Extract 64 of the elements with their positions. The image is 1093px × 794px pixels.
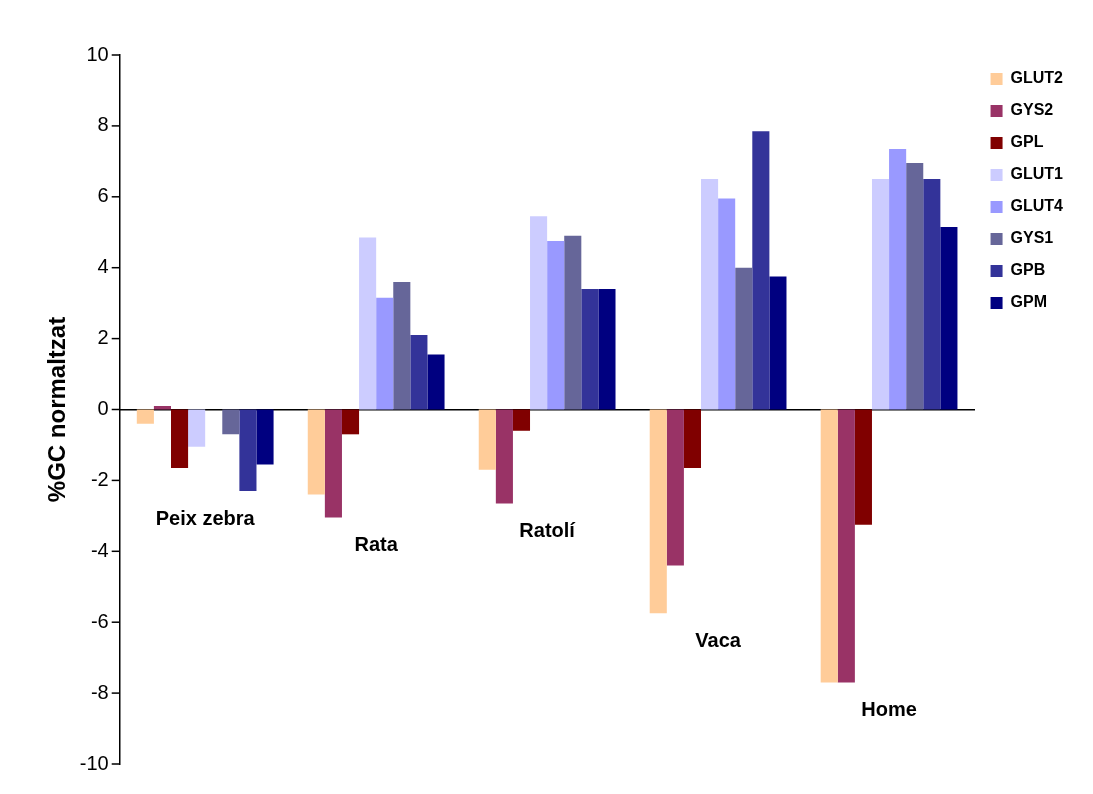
bar <box>393 281 411 410</box>
bar <box>136 409 154 424</box>
bar <box>153 405 171 410</box>
bar <box>598 288 616 410</box>
bar <box>854 409 872 525</box>
x-tick-label: Home <box>861 697 917 720</box>
bar <box>547 241 565 410</box>
bar <box>735 267 753 410</box>
bar <box>649 409 667 614</box>
x-tick-label: Ratolí <box>519 518 577 541</box>
y-tick-label: 8 <box>97 113 109 136</box>
legend-label: GYS2 <box>1010 101 1054 119</box>
x-tick-label: Peix zebra <box>155 506 256 529</box>
y-tick-label: 6 <box>97 184 109 207</box>
legend-label: GLUT1 <box>1010 165 1064 183</box>
bar <box>871 179 890 410</box>
bar <box>188 409 206 447</box>
y-tick-label: -2 <box>90 467 109 490</box>
bar <box>923 179 941 410</box>
bar <box>324 409 342 518</box>
bar <box>752 131 770 410</box>
y-tick-label: 4 <box>97 255 109 278</box>
y-tick-label: 0 <box>97 397 109 420</box>
legend-label: GLUT4 <box>1010 197 1064 215</box>
bar <box>376 297 394 410</box>
bar <box>906 163 924 410</box>
bar <box>410 335 428 410</box>
bar <box>478 409 496 470</box>
legend-label: GLUT2 <box>1010 69 1064 87</box>
y-tick-label: -6 <box>90 609 109 632</box>
bar <box>769 276 787 410</box>
x-tick-label: Rata <box>354 533 399 556</box>
bar <box>256 409 274 465</box>
bar <box>820 409 838 683</box>
bar <box>889 148 907 410</box>
bar <box>307 409 325 495</box>
y-tick-label: -8 <box>90 680 109 703</box>
legend-label: GPM <box>1010 293 1048 311</box>
x-tick-label: Vaca <box>695 628 742 651</box>
bar <box>341 409 360 435</box>
legend-label: GPL <box>1010 133 1044 151</box>
bar <box>666 409 684 566</box>
bar <box>359 237 377 410</box>
bar <box>718 198 736 410</box>
bar <box>837 409 855 683</box>
bar <box>171 409 189 468</box>
y-tick-label: 10 <box>86 42 109 65</box>
bar <box>530 216 548 410</box>
y-axis-title: %GC normaltzat <box>43 316 71 503</box>
bar <box>581 288 599 410</box>
bar <box>564 235 582 410</box>
bar <box>239 409 257 492</box>
bar <box>495 409 513 504</box>
legend-label: GYS1 <box>1010 229 1054 247</box>
y-tick-label: -10 <box>79 751 109 774</box>
y-tick-label: 2 <box>97 326 109 349</box>
bar <box>427 354 445 410</box>
legend-label: GPB <box>1010 261 1046 279</box>
bar <box>701 179 719 410</box>
bar <box>512 409 531 431</box>
bar <box>940 226 958 410</box>
bar <box>222 409 240 435</box>
y-tick-label: -4 <box>90 538 109 561</box>
bar <box>683 409 701 468</box>
